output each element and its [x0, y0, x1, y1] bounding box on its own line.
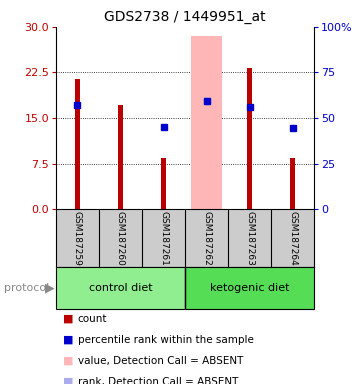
Text: count: count [78, 314, 107, 324]
Text: ▶: ▶ [45, 281, 55, 295]
Bar [185, 267, 314, 309]
Text: protocol: protocol [4, 283, 49, 293]
Text: ■: ■ [63, 314, 74, 324]
Text: GSM187259: GSM187259 [73, 211, 82, 265]
Bar [161, 157, 166, 209]
Title: GDS2738 / 1449951_at: GDS2738 / 1449951_at [104, 10, 266, 25]
Bar [75, 79, 80, 209]
Text: percentile rank within the sample: percentile rank within the sample [78, 335, 253, 345]
Text: GSM187264: GSM187264 [288, 211, 297, 265]
Text: ■: ■ [63, 335, 74, 345]
Bar [191, 36, 222, 209]
Text: GSM187261: GSM187261 [159, 211, 168, 265]
Bar [118, 105, 123, 209]
Text: ■: ■ [63, 377, 74, 384]
Bar [247, 68, 252, 209]
Bar [290, 157, 295, 209]
Text: GSM187262: GSM187262 [202, 211, 211, 265]
Text: ketogenic diet: ketogenic diet [210, 283, 289, 293]
Text: control diet: control diet [89, 283, 152, 293]
Bar [56, 267, 185, 309]
Text: ■: ■ [63, 356, 74, 366]
Text: GSM187263: GSM187263 [245, 211, 254, 265]
Text: value, Detection Call = ABSENT: value, Detection Call = ABSENT [78, 356, 243, 366]
Text: rank, Detection Call = ABSENT: rank, Detection Call = ABSENT [78, 377, 238, 384]
Text: GSM187260: GSM187260 [116, 211, 125, 265]
